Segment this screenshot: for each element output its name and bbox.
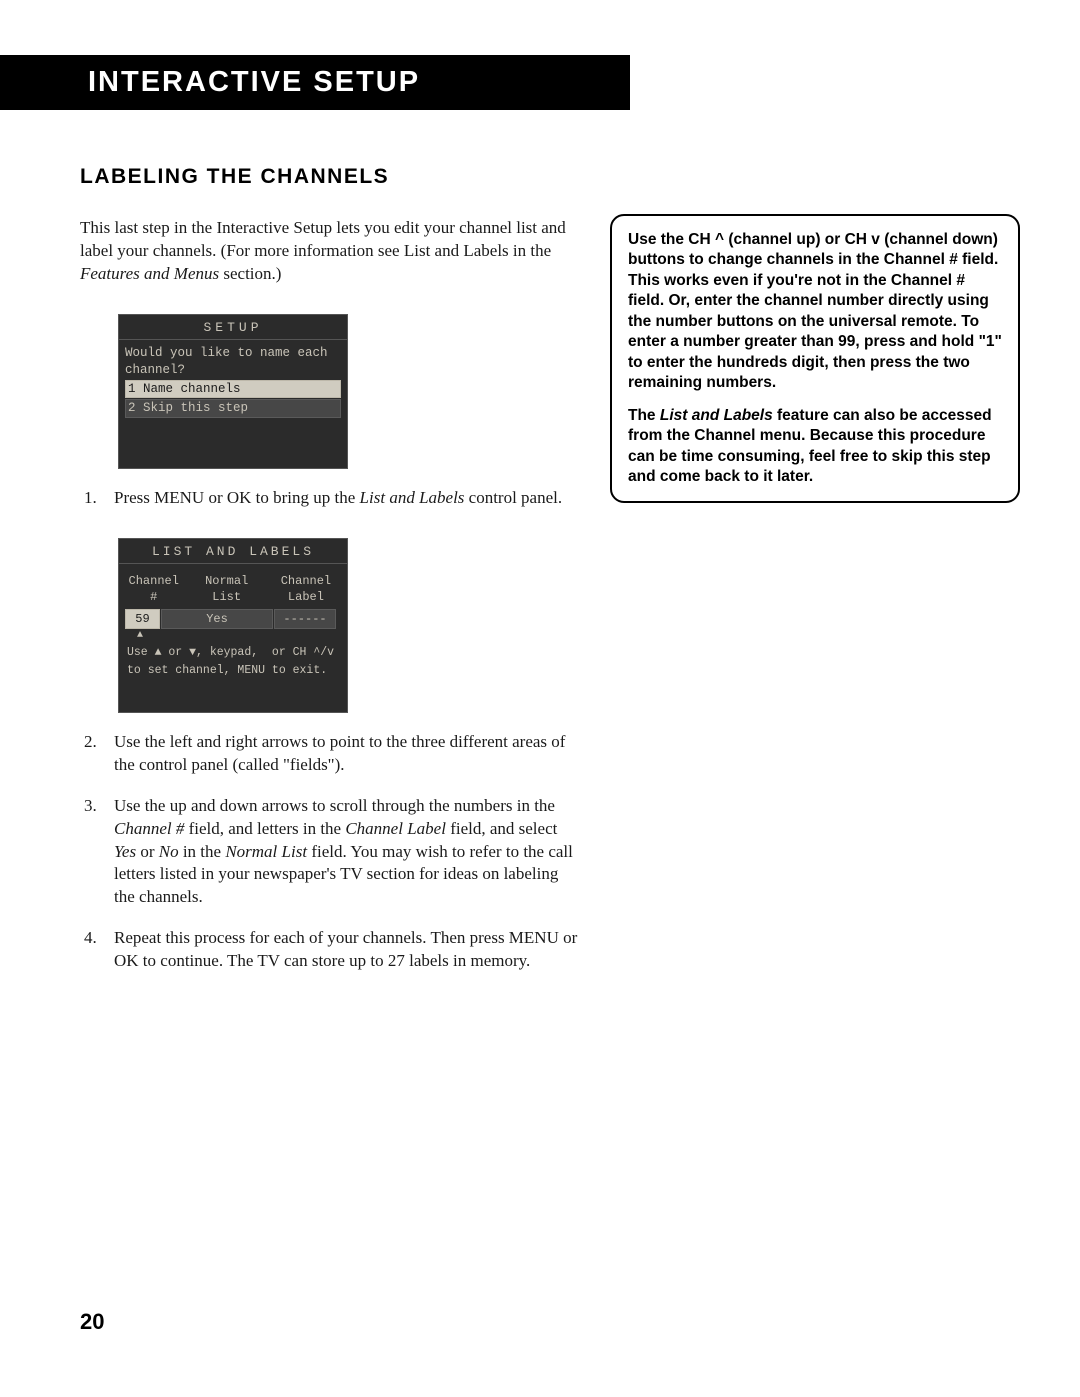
- two-column-layout: This last step in the Interactive Setup …: [80, 217, 1000, 991]
- osd-listlabels-body: Channel # Normal List Channel Label: [119, 564, 347, 712]
- osd-col2-h-b: List: [180, 589, 272, 605]
- osd-listlabels-title: LIST AND LABELS: [119, 539, 347, 564]
- osd-col3-header: Channel Label: [273, 573, 339, 605]
- osd-col2-h-a: Normal: [180, 573, 272, 589]
- osd-setup-option-1: 1 Name channels: [125, 380, 341, 399]
- s3i: in the: [179, 842, 226, 861]
- s3c: field, and letters in the: [184, 819, 345, 838]
- s3g: or: [136, 842, 159, 861]
- tip-para-1: Use the CH ^ (channel up) or CH v (chann…: [628, 230, 1002, 394]
- osd-col3-h-a: Channel: [273, 573, 339, 589]
- step-1: Press MENU or OK to bring up the List an…: [80, 487, 580, 510]
- step-3: Use the up and down arrows to scroll thr…: [80, 795, 580, 910]
- osd-col1-h-a: Channel: [127, 573, 180, 589]
- osd-setup-title: SETUP: [119, 315, 347, 340]
- osd-setup-screenshot: SETUP Would you like to name each channe…: [118, 314, 348, 469]
- intro-text-b: Features and Menus: [80, 264, 219, 283]
- osd-listlabels-screenshot: LIST AND LABELS Channel # Normal List Ch…: [118, 538, 348, 713]
- step-4: Repeat this process for each of your cha…: [80, 927, 580, 973]
- osd-setup-prompt-2: channel?: [125, 362, 341, 379]
- tip2b: List and Labels: [660, 407, 773, 424]
- step-2: Use the left and right arrows to point t…: [80, 731, 580, 777]
- s3d: Channel Label: [345, 819, 446, 838]
- osd-cell-channel: 59: [125, 609, 160, 629]
- tip-para-2: The List and Labels feature can also be …: [628, 406, 1002, 488]
- steps-list: Press MENU or OK to bring up the List an…: [80, 487, 580, 510]
- osd-listlabels-row: 59 Yes ------: [125, 609, 341, 629]
- tip2a: The: [628, 407, 660, 424]
- s3e: field, and select: [446, 819, 557, 838]
- step-1b: List and Labels: [360, 488, 465, 507]
- osd-cell-normal: Yes: [161, 609, 273, 629]
- osd-col1-header: Channel #: [127, 573, 180, 605]
- osd-setup-body: Would you like to name each channel? 1 N…: [119, 340, 347, 468]
- section-title: LABELING THE CHANNELS: [80, 165, 1000, 189]
- chapter-header-bar: INTERACTIVE SETUP: [0, 55, 630, 110]
- osd-setup-prompt-1: Would you like to name each: [125, 345, 341, 362]
- osd-hint-2: to set channel, MENU to exit.: [125, 661, 341, 679]
- osd-col2-header: Normal List: [180, 573, 272, 605]
- osd-cell-label: ------: [274, 609, 336, 629]
- steps-list-cont: Use the left and right arrows to point t…: [80, 731, 580, 973]
- step-1a: Press MENU or OK to bring up the: [114, 488, 360, 507]
- s3h: No: [159, 842, 179, 861]
- s3j: Normal List: [225, 842, 307, 861]
- s3f: Yes: [114, 842, 136, 861]
- chapter-title: INTERACTIVE SETUP: [88, 66, 420, 99]
- intro-text-c: section.): [219, 264, 281, 283]
- left-column: This last step in the Interactive Setup …: [80, 217, 580, 991]
- step-1c: control panel.: [464, 488, 562, 507]
- osd-hint-1: Use ▲ or ▼, keypad, or CH ^/v: [125, 643, 341, 661]
- page-number: 20: [80, 1309, 104, 1335]
- intro-paragraph: This last step in the Interactive Setup …: [80, 217, 580, 286]
- s3a: Use the up and down arrows to scroll thr…: [114, 796, 555, 815]
- osd-col1-h-b: #: [127, 589, 180, 605]
- s3b: Channel #: [114, 819, 184, 838]
- osd-setup-option-2: 2 Skip this step: [125, 399, 341, 418]
- osd-listlabels-headers: Channel # Normal List Channel Label: [125, 569, 341, 607]
- right-column: Use the CH ^ (channel up) or CH v (chann…: [610, 214, 1020, 503]
- osd-up-arrow-icon: ▲: [125, 631, 341, 643]
- tip-box: Use the CH ^ (channel up) or CH v (chann…: [610, 214, 1020, 503]
- intro-text-a: This last step in the Interactive Setup …: [80, 218, 566, 260]
- page-content: LABELING THE CHANNELS This last step in …: [80, 165, 1000, 991]
- osd-col3-h-b: Label: [273, 589, 339, 605]
